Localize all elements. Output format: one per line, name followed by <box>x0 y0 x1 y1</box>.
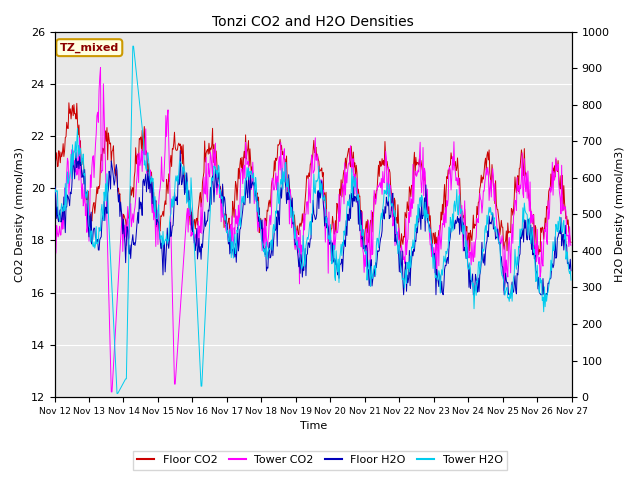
Y-axis label: CO2 Density (mmol/m3): CO2 Density (mmol/m3) <box>15 147 25 282</box>
Y-axis label: H2O Density (mmol/m3): H2O Density (mmol/m3) <box>615 146 625 282</box>
X-axis label: Time: Time <box>300 421 327 432</box>
Legend: Floor CO2, Tower CO2, Floor H2O, Tower H2O: Floor CO2, Tower CO2, Floor H2O, Tower H… <box>133 451 507 469</box>
Text: TZ_mixed: TZ_mixed <box>60 43 119 53</box>
Title: Tonzi CO2 and H2O Densities: Tonzi CO2 and H2O Densities <box>212 15 414 29</box>
